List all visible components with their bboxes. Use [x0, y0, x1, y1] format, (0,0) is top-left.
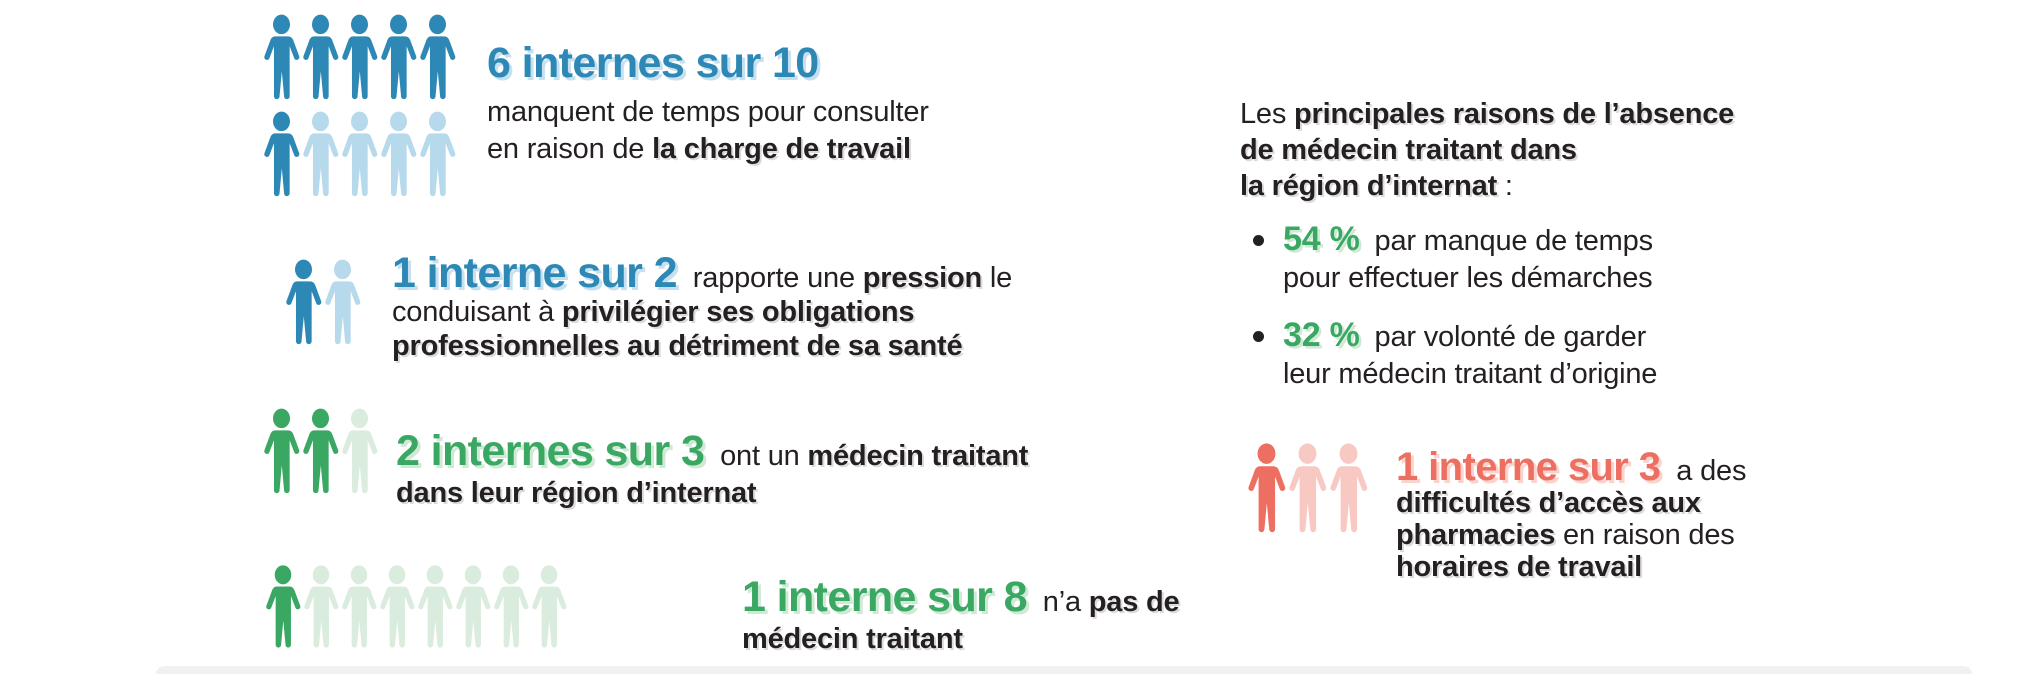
reason-text-54: 54 % par manque de temps pour effectuer l…	[1283, 222, 1653, 297]
stat-has-doctor: 2 internes sur 3 ont un médecin traitant…	[396, 430, 1028, 512]
person-icon	[264, 111, 300, 197]
pictogram-1-sur-8	[264, 561, 568, 656]
text-segment: en raison de	[487, 133, 653, 165]
reason-text-32: 32 % par volonté de garder leur médecin t…	[1283, 318, 1657, 393]
text-segment: la région d’internat	[1240, 170, 1498, 202]
icon-row	[262, 407, 379, 499]
stat-title: 1 interne sur 2	[392, 249, 678, 297]
person-icon	[342, 14, 378, 100]
text-segment: privilégier ses obligations	[561, 296, 915, 328]
person-icon	[418, 565, 453, 648]
text-segment: le	[982, 262, 1013, 294]
pictogram-1-sur-3	[1246, 438, 1369, 542]
text-segment: médecin traitant	[807, 440, 1029, 472]
text-segment: médecin traitant	[742, 623, 963, 655]
person-icon	[456, 565, 491, 648]
text-segment: dans leur région d’internat	[396, 477, 757, 509]
icon-row	[262, 110, 457, 202]
person-icon	[532, 565, 567, 648]
text-segment: pour effectuer les démarches	[1283, 262, 1653, 294]
text-segment: a des	[1668, 455, 1747, 487]
icon-row	[1246, 438, 1369, 542]
icon-row	[262, 13, 457, 105]
person-icon	[266, 565, 301, 648]
person-icon	[342, 111, 378, 197]
text-segment: en raison des	[1555, 519, 1735, 551]
icon-row	[264, 561, 568, 656]
person-icon	[304, 565, 339, 648]
person-icon	[303, 408, 339, 494]
reasons-list: 54 % par manque de temps pour effectuer l…	[1253, 222, 1657, 414]
text-segment: 54 %	[1283, 220, 1360, 258]
pictogram-2-sur-3	[262, 407, 379, 499]
stat-title: 2 internes sur 3	[396, 427, 705, 475]
text-segment: par volonté de garder	[1366, 321, 1647, 353]
text-segment: leur médecin traitant d’origine	[1283, 358, 1658, 390]
person-icon	[420, 111, 456, 197]
person-icon	[342, 408, 378, 494]
person-icon	[342, 565, 377, 648]
person-icon	[381, 111, 417, 197]
stat-no-doctor: 1 interne sur 8 n’a pas de médecin traita…	[742, 573, 1180, 658]
stat-body-6-sur-10: manquent de temps pour consulter en raiso…	[487, 94, 929, 168]
pictogram-6-sur-10	[262, 13, 457, 202]
text-segment: ont un	[712, 440, 808, 472]
stat-pressure: 1 interne sur 2 rapporte une pression le…	[392, 252, 1012, 363]
stat-title-6-sur-10: 6 internes sur 10	[487, 39, 819, 87]
person-icon	[1248, 443, 1286, 533]
bullet-dot	[1253, 331, 1264, 342]
text-segment: pas de	[1088, 586, 1180, 618]
person-icon	[420, 14, 456, 100]
text-segment: de médecin traitant dans	[1240, 134, 1577, 166]
text-segment: Les	[1240, 98, 1295, 130]
text-segment: pharmacies	[1396, 519, 1556, 551]
person-icon	[264, 14, 300, 100]
reasons-header: Les principales raisons de l’absence de m…	[1240, 96, 1734, 204]
person-icon	[494, 565, 529, 648]
person-icon	[1289, 443, 1327, 533]
text-segment: horaires de travail	[1396, 551, 1643, 583]
stat-pharmacy-access: 1 interne sur 3 a des difficultés d’accès…	[1396, 447, 1746, 583]
person-icon	[303, 14, 339, 100]
text-segment: difficultés d’accès aux	[1396, 487, 1701, 519]
person-icon	[1330, 443, 1368, 533]
reason-item-54: 54 % par manque de temps pour effectuer l…	[1253, 222, 1657, 297]
stat-title: 1 interne sur 3	[1396, 445, 1661, 489]
text-segment: 32 %	[1283, 316, 1360, 354]
bullet-dot	[1253, 235, 1264, 246]
text-segment: :	[1497, 170, 1513, 202]
stat-time-to-consult: 6 internes sur 10 manquent de temps pour…	[487, 42, 929, 168]
text-segment: n’a	[1034, 586, 1089, 618]
next-section-divider	[155, 666, 1973, 674]
text-segment: conduisant à	[392, 296, 562, 328]
person-icon	[380, 565, 415, 648]
icon-row	[284, 258, 362, 350]
person-icon	[303, 111, 339, 197]
text-segment: par manque de temps	[1366, 225, 1654, 257]
person-icon	[286, 259, 322, 345]
person-icon	[325, 259, 361, 345]
text-segment: la charge de travail	[652, 133, 911, 165]
person-icon	[381, 14, 417, 100]
reason-item-32: 32 % par volonté de garder leur médecin t…	[1253, 318, 1657, 393]
person-icon	[264, 408, 300, 494]
text-segment: principales raisons de l’absence	[1294, 98, 1735, 130]
stat-title: 1 interne sur 8	[742, 573, 1028, 621]
text-segment: rapporte une	[684, 262, 863, 294]
text-segment: professionnelles au détriment de sa sant…	[392, 330, 963, 362]
pictogram-1-sur-2	[284, 258, 362, 350]
text-segment: pression	[862, 262, 983, 294]
text-segment: manquent de temps pour consulter	[487, 96, 929, 128]
